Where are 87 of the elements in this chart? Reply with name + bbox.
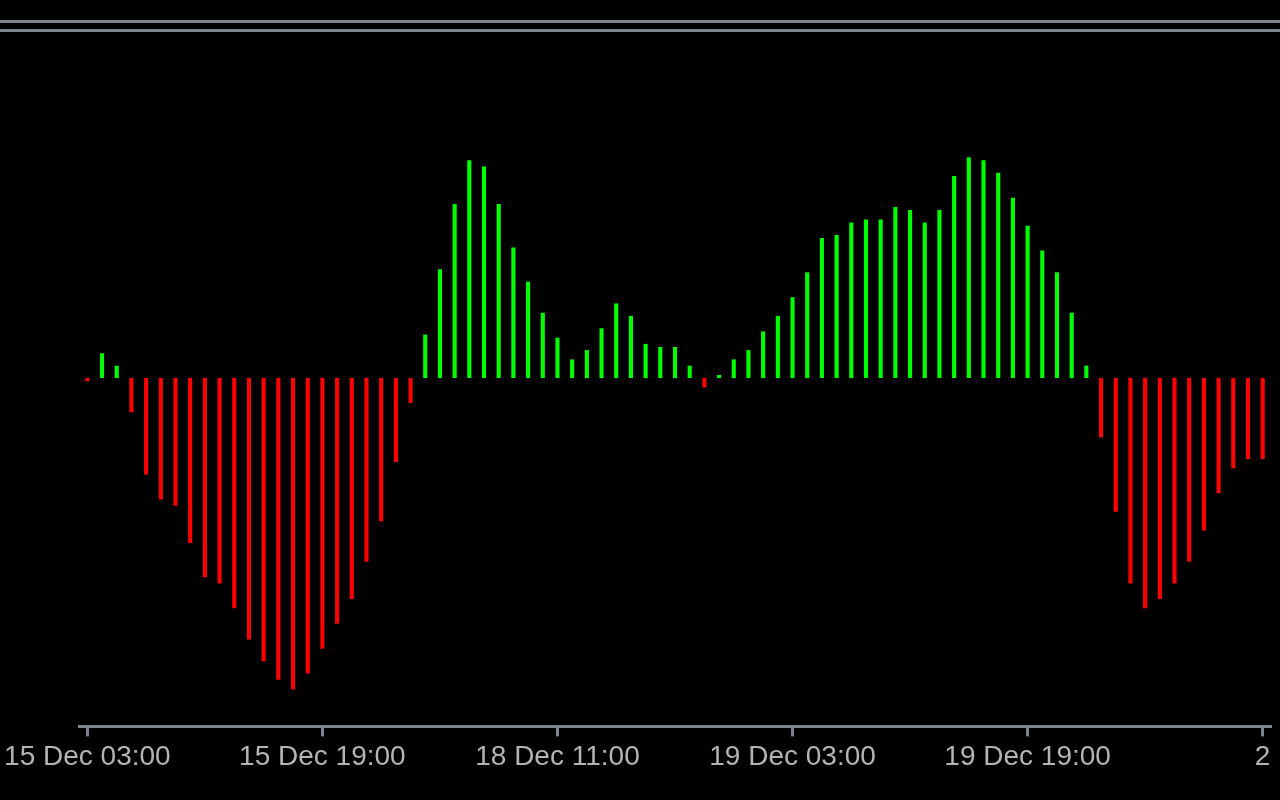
bar [173, 378, 178, 506]
bar [863, 219, 869, 379]
bar [364, 378, 369, 562]
bar [966, 157, 971, 379]
bar [672, 346, 678, 379]
bar [1010, 197, 1015, 379]
bar [217, 378, 222, 584]
bar [349, 378, 354, 599]
bar [937, 210, 942, 379]
bar [775, 315, 780, 379]
bar [555, 337, 560, 379]
bar [540, 312, 545, 379]
bar [481, 166, 487, 379]
bar [1054, 272, 1060, 379]
bar [1231, 378, 1236, 469]
bar [717, 374, 722, 379]
x-tick-label: 19 Dec 03:00 [709, 739, 876, 771]
bar [188, 378, 193, 543]
bar [379, 378, 384, 522]
bar [467, 160, 472, 379]
bar [1245, 378, 1251, 459]
bar [570, 359, 575, 379]
x-tick-label: 15 Dec 19:00 [239, 739, 406, 771]
bar [1187, 378, 1192, 562]
bar [1157, 378, 1162, 599]
bar [628, 315, 633, 379]
bar [996, 172, 1001, 379]
bar [893, 207, 898, 379]
bar [981, 160, 986, 379]
bar [614, 303, 619, 379]
bar [276, 378, 281, 680]
bar [1201, 378, 1206, 531]
bar [746, 350, 751, 379]
bar [1260, 378, 1265, 459]
bar [1098, 378, 1104, 438]
bar [335, 378, 340, 624]
bar [702, 378, 707, 388]
x-tick-label: 18 Dec 11:00 [475, 739, 640, 771]
bar [1172, 378, 1177, 584]
bar [202, 378, 207, 578]
bar [1143, 378, 1148, 609]
bar [526, 281, 531, 379]
bar [99, 353, 105, 379]
bar [761, 331, 766, 379]
bar [305, 378, 310, 674]
bar [922, 222, 927, 379]
bar [908, 210, 913, 379]
x-tick-label: 19 Dec 19:00 [944, 739, 1111, 771]
bar [423, 334, 428, 379]
bar [158, 378, 163, 500]
bar [1216, 378, 1221, 494]
bar [437, 269, 442, 379]
bar [1113, 378, 1118, 512]
bar [320, 378, 325, 649]
bar [643, 343, 648, 379]
bar [584, 350, 589, 379]
bar [1069, 312, 1074, 379]
bar [246, 378, 252, 640]
bar [878, 219, 883, 379]
bar [819, 238, 824, 379]
bar [144, 378, 149, 475]
bar [1084, 365, 1089, 379]
bar [511, 247, 516, 379]
bar [290, 378, 296, 690]
bar [496, 203, 501, 379]
bar [452, 203, 457, 379]
bar [1128, 378, 1133, 584]
bar [731, 359, 736, 379]
bar [805, 272, 810, 379]
x-tick-label: 2 [1254, 739, 1271, 771]
bar [658, 346, 663, 379]
bar [261, 378, 266, 662]
bar [232, 378, 237, 609]
bar [1025, 225, 1030, 379]
bar [952, 175, 957, 379]
bar [85, 378, 90, 382]
bar [129, 378, 134, 413]
bar [114, 365, 119, 379]
bar [849, 222, 854, 379]
bar [599, 328, 604, 379]
bar [834, 235, 839, 379]
bar [393, 378, 398, 463]
x-tick-label: 15 Dec 03:00 [4, 739, 171, 771]
bar [790, 297, 795, 379]
bar [687, 365, 692, 379]
bar [1040, 250, 1045, 379]
bar [408, 378, 413, 403]
